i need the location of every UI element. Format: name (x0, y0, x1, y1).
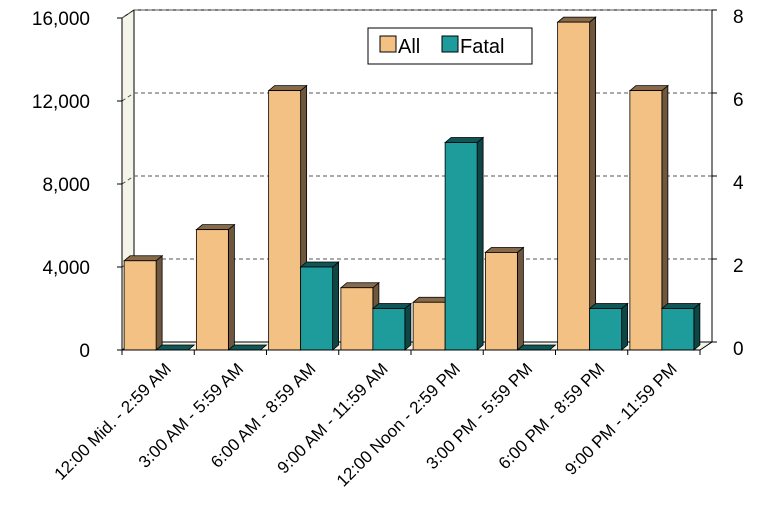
bar-front (444, 142, 478, 351)
bar-front (557, 21, 591, 351)
bar-top (123, 255, 164, 262)
bar-side (404, 302, 412, 351)
bar-fatal (660, 302, 701, 351)
bar-fatal (227, 344, 268, 351)
bar-top (556, 16, 597, 23)
y-tick-label-right: 4 (733, 173, 744, 194)
legend-swatch-all (379, 35, 397, 53)
bar-top (227, 344, 268, 351)
bar-side (589, 16, 597, 351)
bar-front (629, 90, 663, 351)
gridline-side (121, 175, 135, 185)
x-category-label: 12:00 Noon - 2:59 PM (333, 359, 464, 490)
y-tick-label-left: 16,000 (32, 9, 90, 30)
bar-top (516, 344, 557, 351)
gridline-side (121, 92, 135, 102)
bar-front (412, 301, 446, 351)
bar-front (123, 260, 157, 351)
y-tick-label-left: 0 (79, 341, 90, 362)
bar-front (484, 252, 518, 351)
bar-fatal (444, 136, 485, 351)
bar-all (484, 246, 525, 351)
y-tick-label-left: 12,000 (32, 92, 90, 113)
bar-side (476, 136, 484, 351)
bar-front (589, 308, 623, 351)
bar-top (339, 282, 380, 289)
legend-swatch-fatal (441, 35, 459, 53)
bar-all (123, 254, 164, 351)
bars (123, 16, 701, 351)
y-tick-label-right: 8 (733, 7, 744, 28)
y-tick-label-right: 2 (733, 256, 744, 277)
bar-top (444, 137, 485, 143)
bar-front (372, 308, 406, 351)
legend-label-all: All (398, 36, 420, 58)
left-axis-ticks: 0 4,000 8,000 12,000 16,000 (32, 9, 90, 362)
right-axis-ticks: 0 2 4 6 8 (733, 7, 744, 360)
y-tick-label-left: 8,000 (42, 175, 90, 196)
bar-top (299, 261, 340, 268)
bar-side (332, 261, 340, 351)
gridline-side (121, 9, 135, 19)
x-category-label: 12:00 Mid. - 2:59 AM (51, 359, 175, 483)
bar-top (628, 85, 669, 92)
bar-top (588, 303, 629, 309)
y-tick-label-right: 6 (733, 90, 744, 111)
bar-side (155, 254, 163, 351)
bar-front (661, 308, 695, 351)
bar-side (621, 302, 629, 351)
bar-front (340, 287, 374, 351)
y-tick-label-left: 4,000 (42, 258, 90, 279)
bar-all (556, 16, 597, 351)
bar-side (227, 223, 235, 351)
legend-label-fatal: Fatal (460, 36, 504, 58)
bar-top (484, 247, 525, 253)
legend: All Fatal (367, 27, 533, 65)
bar-front (300, 266, 334, 351)
bar-fatal (299, 261, 340, 351)
bar-top (371, 303, 412, 309)
bar-top (155, 344, 196, 351)
bar-side (516, 246, 524, 351)
category-labels: 12:00 Mid. - 2:59 AM3:00 AM - 5:59 AM6:0… (51, 359, 681, 490)
bar-front (195, 229, 229, 351)
bar-fatal (516, 344, 557, 351)
bar-top (660, 303, 701, 309)
bar-top (267, 85, 308, 92)
bar-all (195, 223, 236, 351)
bar-fatal (588, 302, 629, 351)
bar-fatal (155, 344, 196, 351)
bar-fatal (371, 302, 412, 351)
bar-side (693, 302, 701, 351)
y-tick-label-right: 0 (733, 339, 744, 360)
bar-top (195, 224, 236, 231)
axes (117, 9, 717, 355)
bar-front (268, 90, 302, 351)
